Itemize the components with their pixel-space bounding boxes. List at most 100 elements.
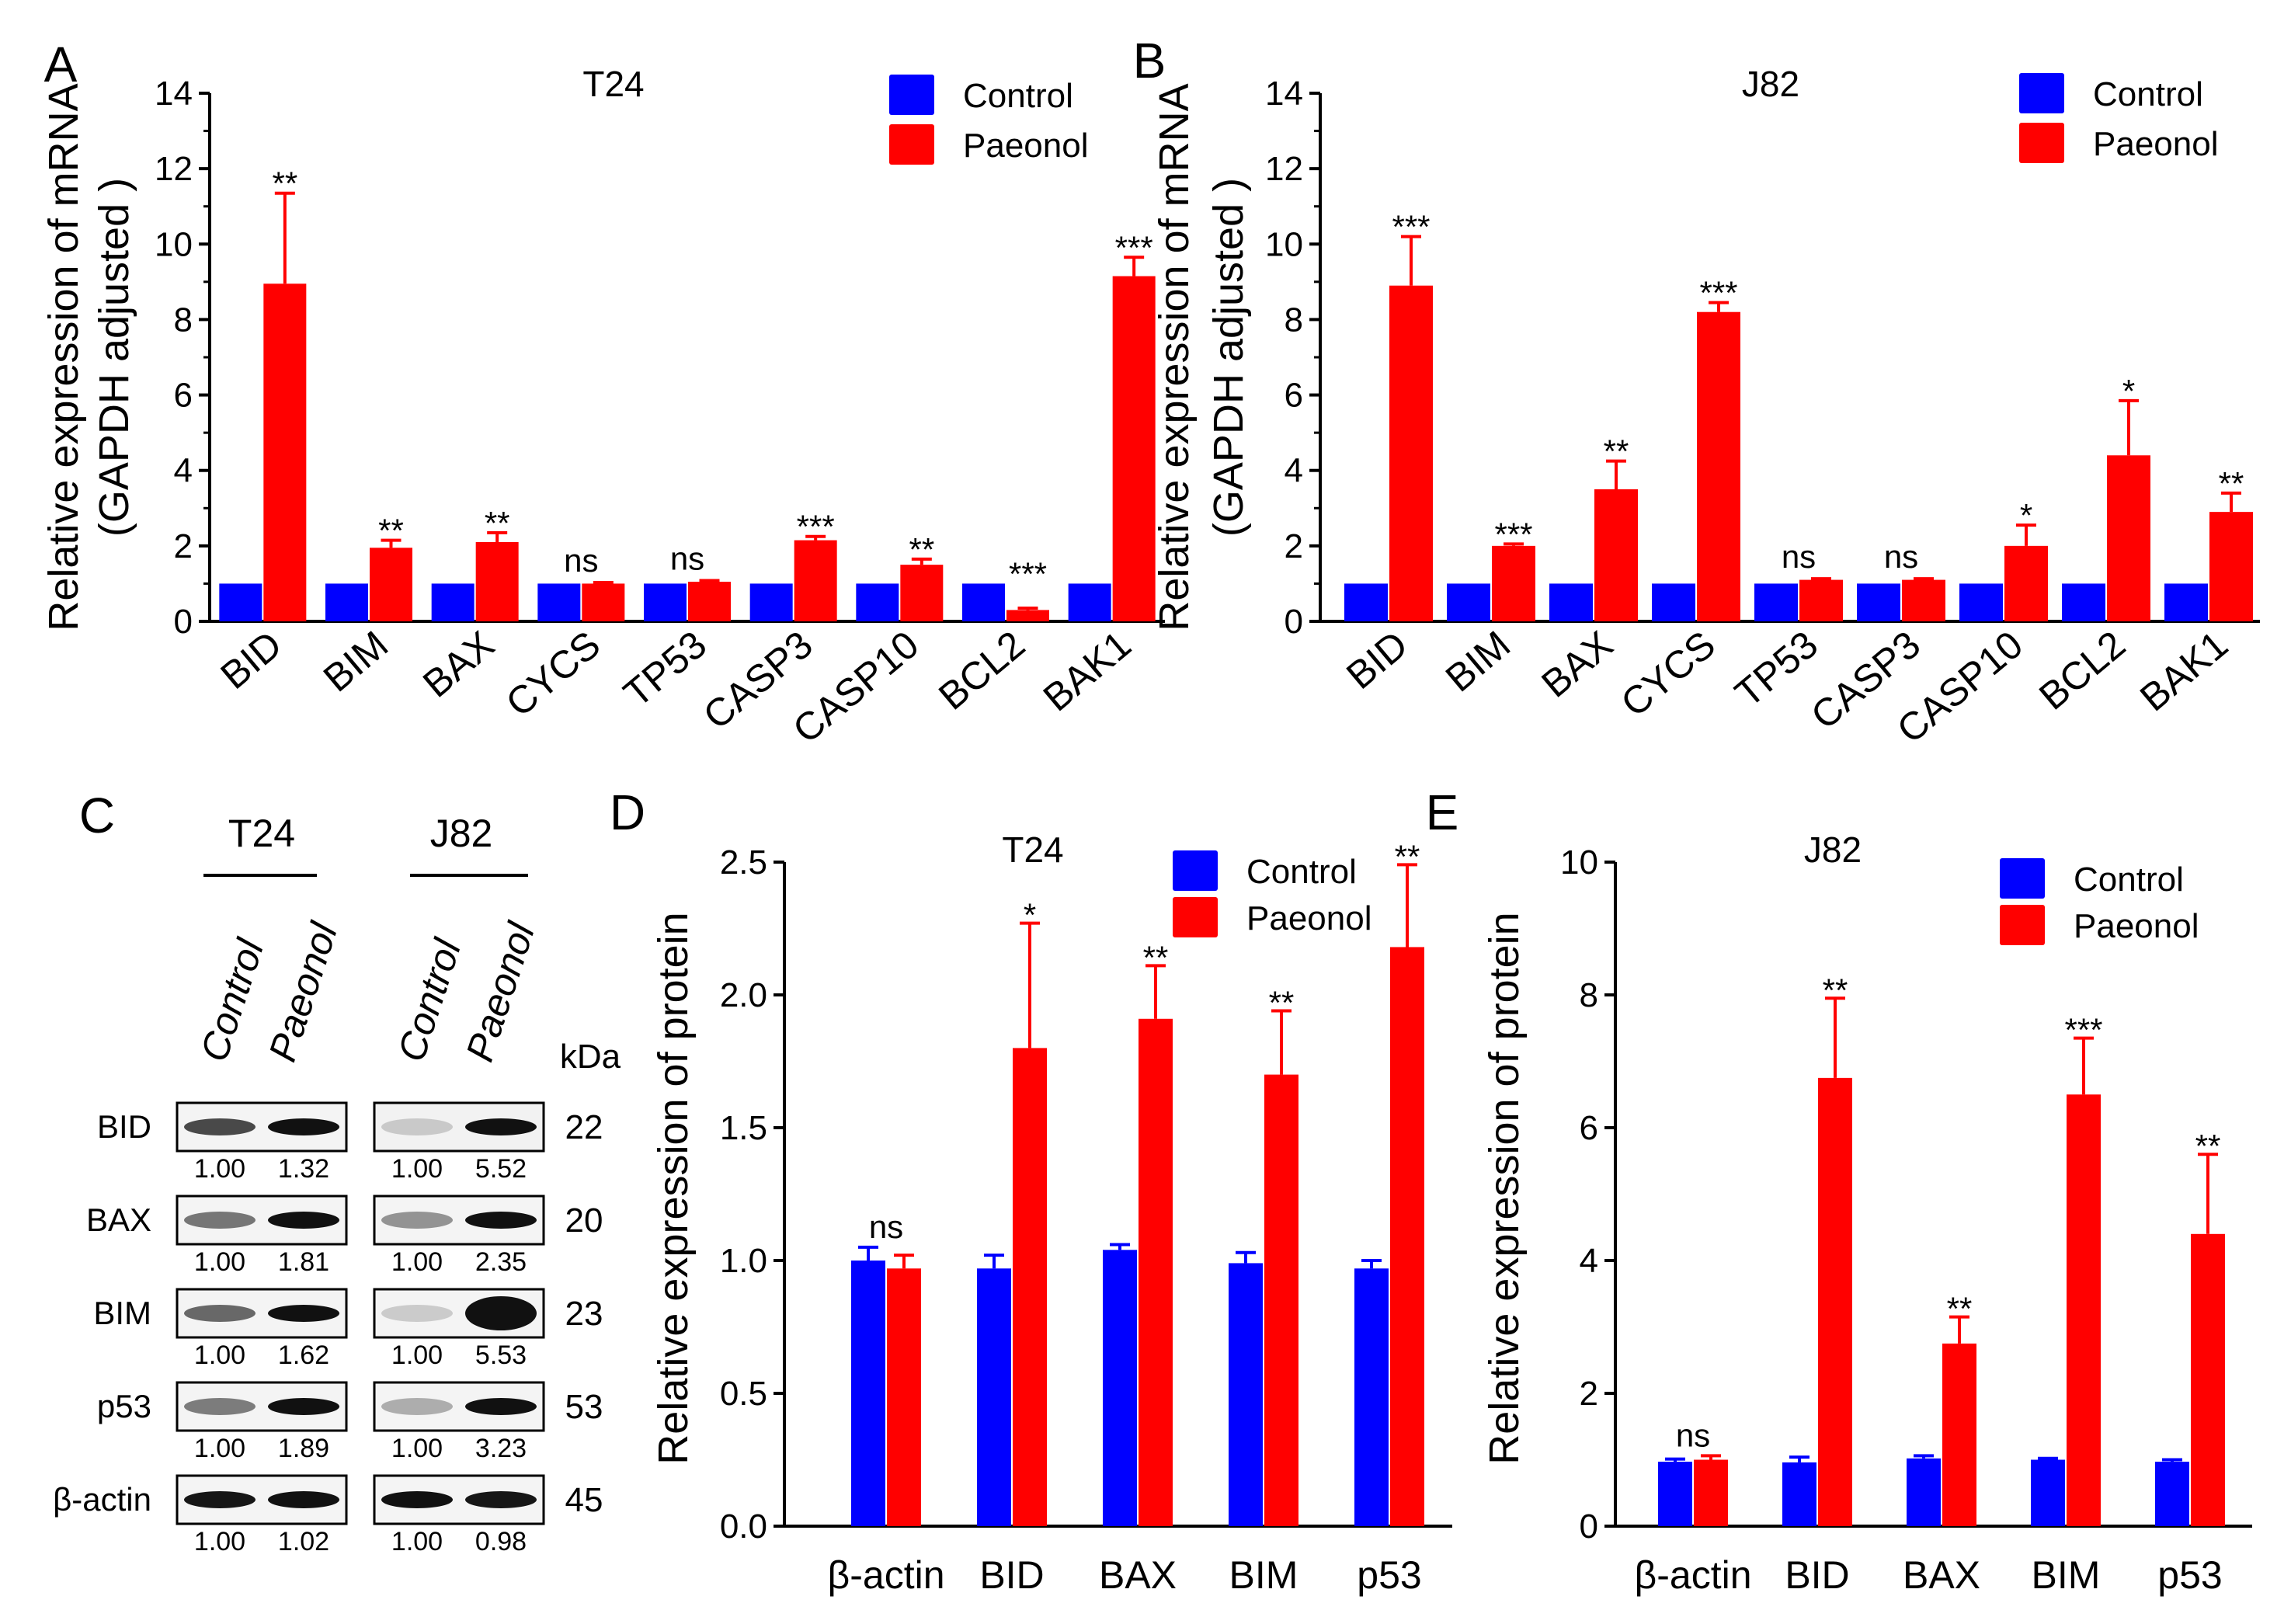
y-tick-label: 4 (1285, 452, 1303, 490)
significance-label: ** (1823, 972, 1848, 1008)
bar-paeonol-bax (1594, 489, 1638, 621)
kda-value: 23 (565, 1295, 603, 1333)
bar-paeonol-bid (1013, 1048, 1047, 1526)
band-quantification: 1.00 (194, 1341, 245, 1370)
protein-band (268, 1212, 339, 1229)
y-tick-label: 14 (1265, 75, 1303, 113)
x-category-label: CYCS (1613, 623, 1723, 725)
chart-title: T24 (1002, 829, 1063, 870)
legend-label-paeonol: Paeonol (2074, 907, 2199, 945)
band-quantification: 2.35 (475, 1247, 527, 1277)
y-tick-label: 2 (1285, 527, 1303, 565)
lane-label-control: Control (192, 933, 273, 1066)
y-tick-label: 6 (1285, 377, 1303, 415)
bar-control-bak1 (2164, 583, 2208, 621)
y-tick-label: 8 (174, 301, 193, 339)
bar-paeonol-bak1 (2209, 512, 2253, 621)
protein-band (268, 1491, 339, 1508)
bar-control-bid (1782, 1462, 1816, 1526)
significance-label: * (1024, 897, 1036, 934)
bar-control-bid (977, 1268, 1011, 1526)
bar-paeonol-bcl2 (1006, 610, 1049, 621)
x-category-label: BAK1 (2132, 623, 2236, 720)
bar-control-bax (1103, 1250, 1137, 1526)
significance-label: ** (2195, 1128, 2221, 1164)
significance-label: ** (1395, 838, 1420, 875)
cell-line-header: J82 (430, 812, 493, 855)
bar-control-bak1 (1068, 583, 1111, 621)
x-category-label: p53 (2157, 1553, 2222, 1597)
significance-label: *** (1392, 209, 1430, 245)
band-quantification: 1.02 (278, 1527, 329, 1556)
band-quantification: 1.32 (278, 1154, 329, 1184)
bar-control-actin (851, 1261, 885, 1526)
bar-paeonol-bim (370, 548, 412, 621)
significance-label: ** (485, 505, 510, 541)
y-tick-label: 12 (1265, 150, 1303, 188)
y-tick-label: 10 (1265, 225, 1303, 263)
protein-band (381, 1212, 453, 1229)
kda-value: 20 (565, 1201, 603, 1240)
bar-paeonol-casp3 (1902, 579, 1945, 621)
y-axis-sublabel: (GAPDH adjusted ) (1205, 178, 1252, 537)
protein-band (381, 1491, 453, 1508)
legend-swatch-paeonol (2000, 905, 2045, 945)
protein-band (268, 1305, 339, 1322)
band-quantification: 1.00 (194, 1434, 245, 1463)
protein-label: BAX (86, 1201, 151, 1238)
bar-control-casp10 (856, 583, 899, 621)
legend-label-paeonol: Paeonol (963, 127, 1088, 165)
x-category-label: β-actin (1634, 1553, 1751, 1597)
protein-label: BID (97, 1108, 151, 1145)
bar-paeonol-bid (1818, 1077, 1852, 1526)
kda-header: kDa (560, 1038, 621, 1076)
band-quantification: 5.53 (475, 1341, 527, 1370)
y-tick-label: 0 (1285, 603, 1303, 641)
protein-band (268, 1118, 339, 1135)
bar-control-bax (1907, 1458, 1941, 1526)
legend-label-control: Control (2093, 75, 2203, 113)
bar-paeonol-bax (1139, 1018, 1173, 1526)
legend-label-paeonol: Paeonol (2093, 125, 2218, 163)
bar-control-bcl2 (2062, 583, 2105, 621)
bar-paeonol-bim (1492, 545, 1535, 621)
significance-label: ** (909, 531, 934, 568)
bar-paeonol-bax (1942, 1343, 1976, 1526)
panel-letter-a: A (44, 37, 78, 92)
chart-title: J82 (1804, 829, 1862, 870)
bar-control-casp3 (1857, 583, 1900, 621)
chart-title: T24 (582, 64, 644, 104)
bar-paeonol-bcl2 (2107, 455, 2150, 621)
y-tick-label: 1.5 (720, 1109, 767, 1147)
x-category-label: BIM (315, 623, 396, 701)
protein-band (465, 1491, 537, 1508)
band-quantification: 1.00 (194, 1247, 245, 1277)
bar-paeonol-bim (1264, 1074, 1298, 1526)
significance-label: * (2020, 497, 2032, 534)
kda-value: 45 (565, 1481, 603, 1519)
band-quantification: 0.98 (475, 1527, 527, 1556)
bar-control-bcl2 (962, 583, 1005, 621)
bar-paeonol-casp10 (900, 565, 944, 621)
y-axis-label: Relative expression of protein (1481, 912, 1528, 1464)
band-quantification: 3.23 (475, 1434, 527, 1463)
bar-control-bid (219, 583, 262, 621)
x-category-label: BCL2 (930, 623, 1033, 718)
y-axis-label: Relative expression of protein (650, 912, 697, 1464)
bar-control-actin (1658, 1462, 1692, 1526)
bar-control-bax (1549, 583, 1593, 621)
protein-band (465, 1212, 537, 1229)
chart-title: J82 (1742, 64, 1799, 104)
significance-label: ns (564, 542, 598, 579)
cell-line-header: T24 (228, 812, 295, 855)
significance-label: ns (1884, 538, 1918, 575)
legend-label-paeonol: Paeonol (1246, 899, 1371, 937)
significance-label: ** (2219, 465, 2244, 502)
significance-label: ** (378, 513, 404, 549)
x-category-label: BAX (415, 623, 502, 706)
panel-letter-d: D (610, 784, 645, 840)
significance-label: ** (1947, 1291, 1973, 1327)
x-category-label: BID (1785, 1553, 1849, 1597)
bar-paeonol-actin (1694, 1459, 1728, 1526)
